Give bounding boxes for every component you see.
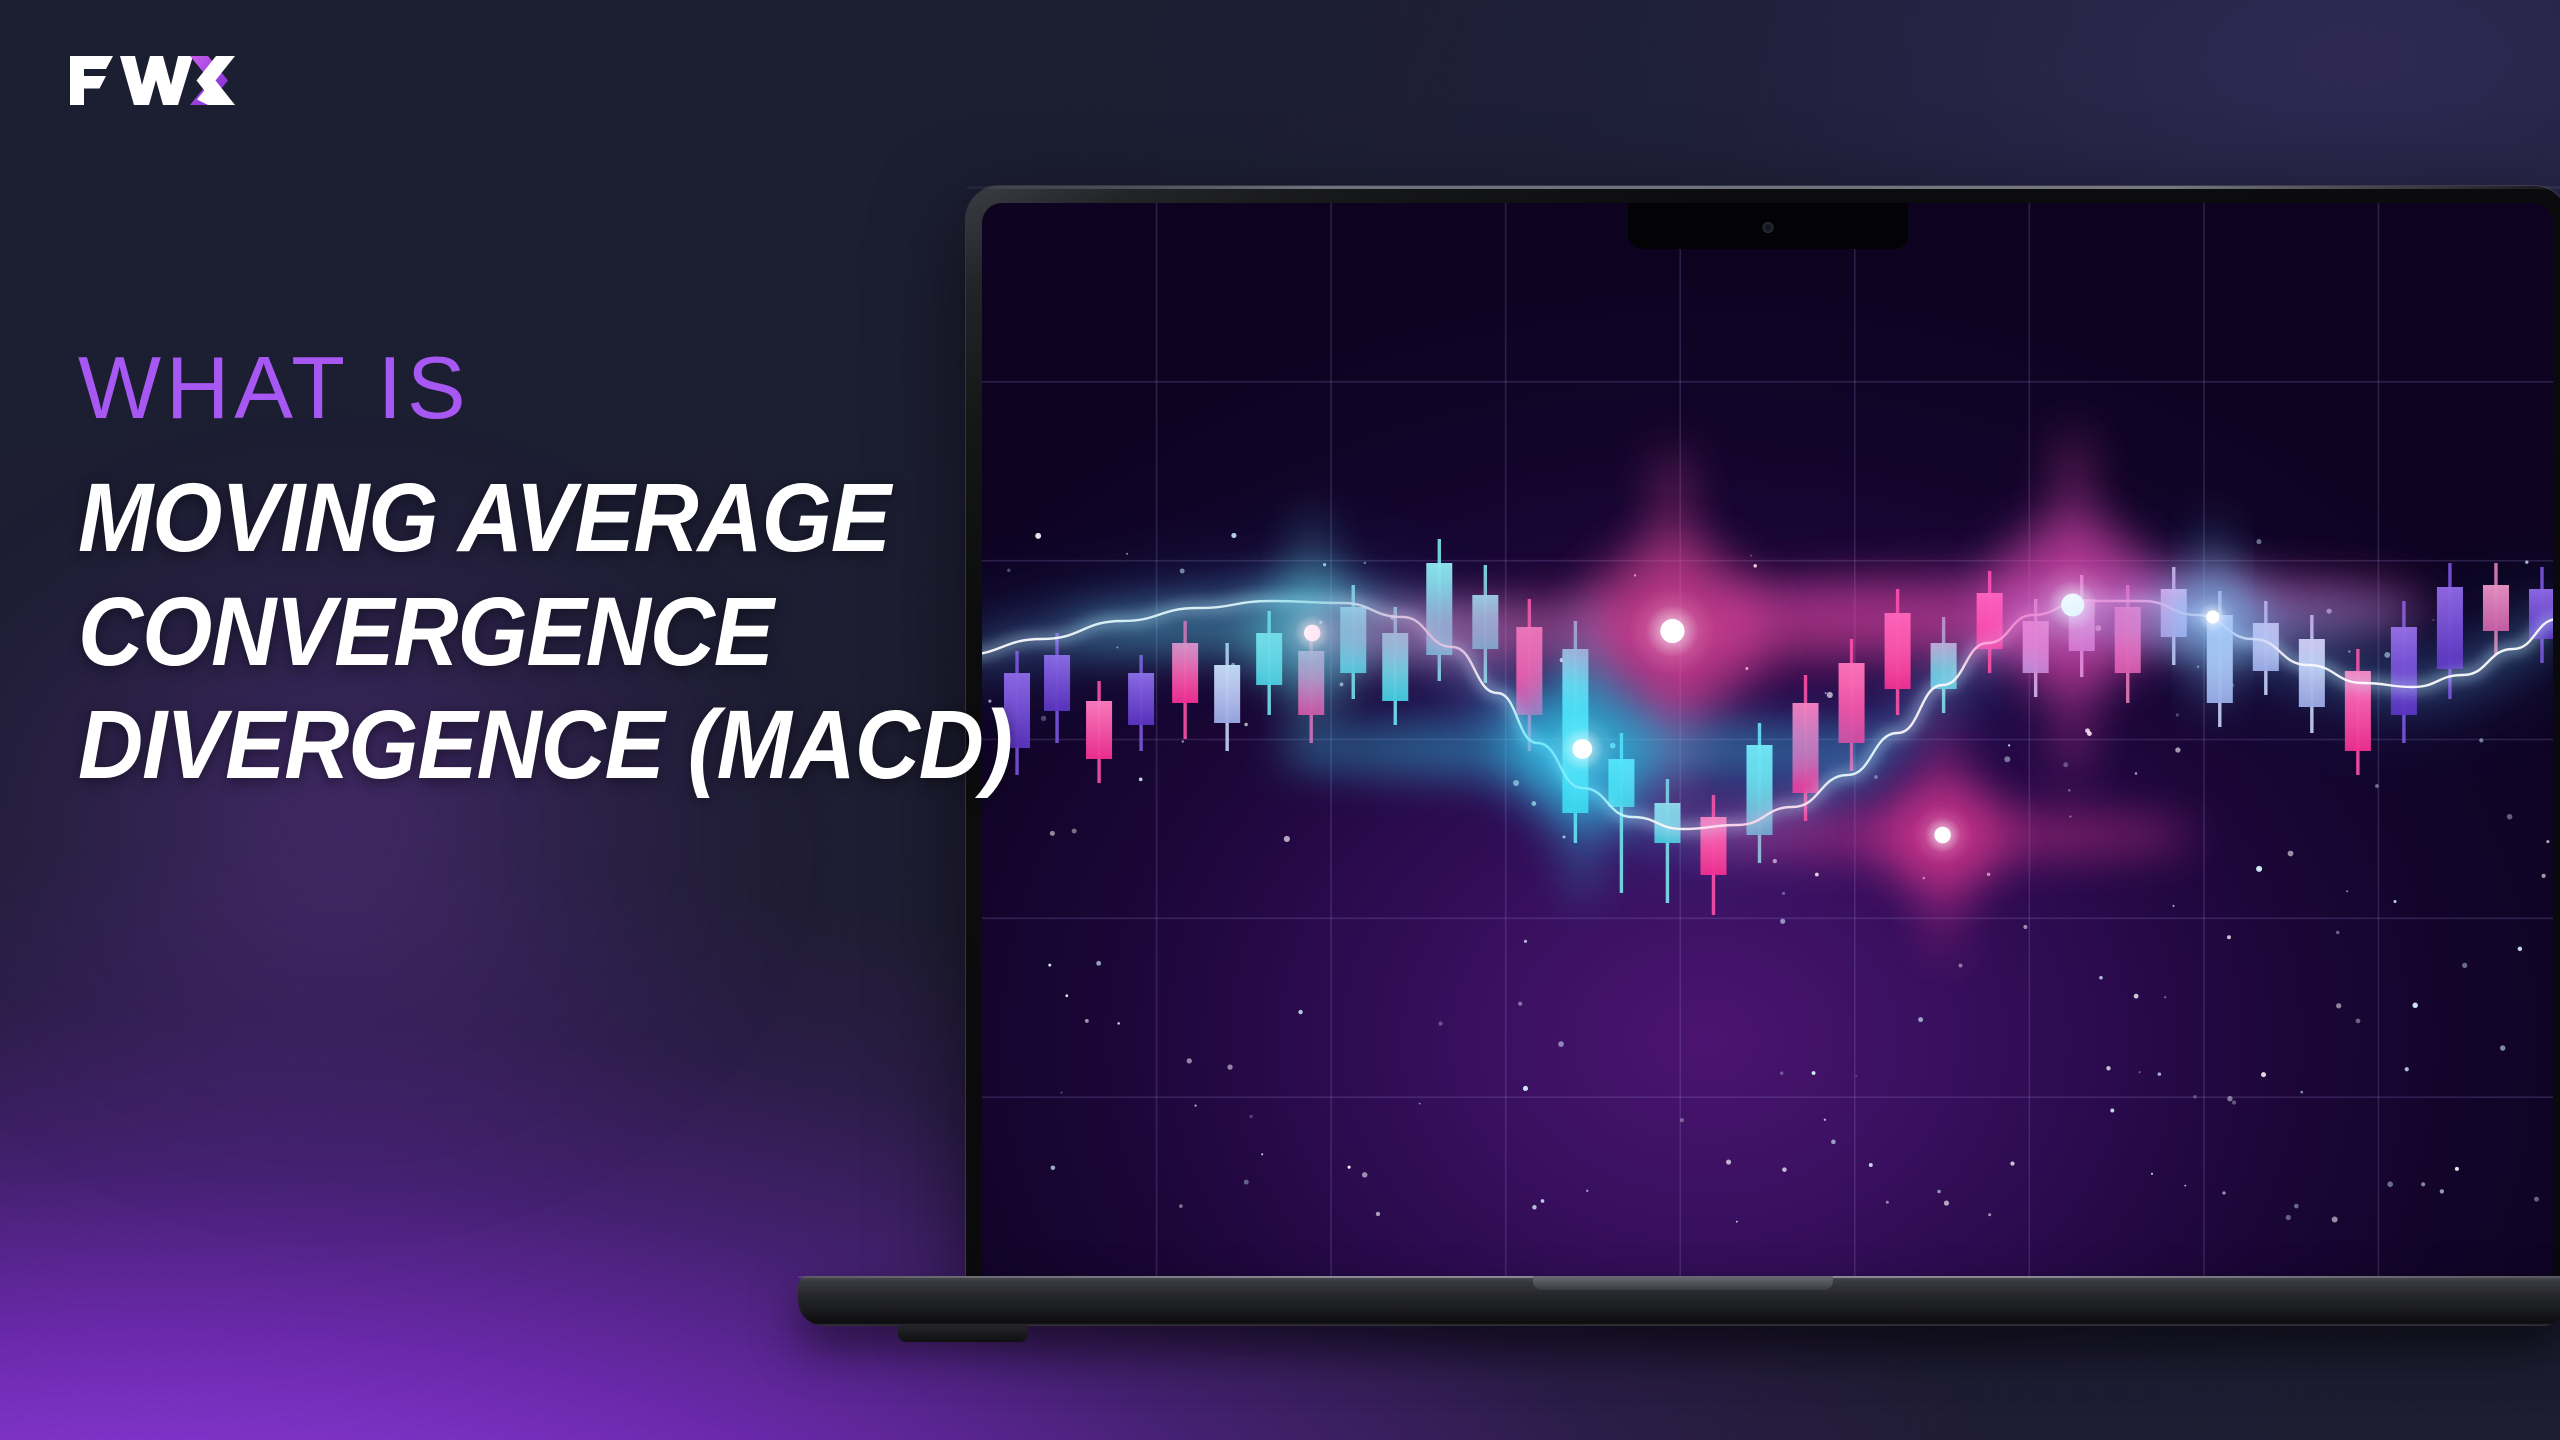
title-line-1: MOVING AVERAGE <box>78 463 891 573</box>
laptop-mockup <box>798 186 2560 1386</box>
webcam-icon <box>1762 222 1773 233</box>
laptop-drop-shadow <box>918 1316 2478 1386</box>
fwx-logo[interactable] <box>66 53 236 108</box>
candlestick-chart <box>982 203 2553 1276</box>
laptop-lip-notch <box>1533 1276 1833 1290</box>
title-line-3: DIVERGENCE (MACD) <box>78 690 1013 800</box>
chart-lens-flares <box>1057 426 2430 963</box>
title-line-2: CONVERGENCE <box>78 576 774 686</box>
headline-block: WHAT IS MOVING AVERAGE CONVERGENCE DIVER… <box>78 338 1378 802</box>
laptop-screen[interactable] <box>982 203 2553 1276</box>
camera-notch <box>1627 203 1908 249</box>
page-title: MOVING AVERAGE CONVERGENCE DIVERGENCE (M… <box>78 461 1287 801</box>
laptop-lid <box>966 186 2560 1276</box>
background-purple-glow <box>0 330 940 1330</box>
kicker-text: WHAT IS <box>78 338 471 437</box>
laptop-base <box>798 1276 2560 1342</box>
laptop-foot <box>898 1325 1028 1342</box>
